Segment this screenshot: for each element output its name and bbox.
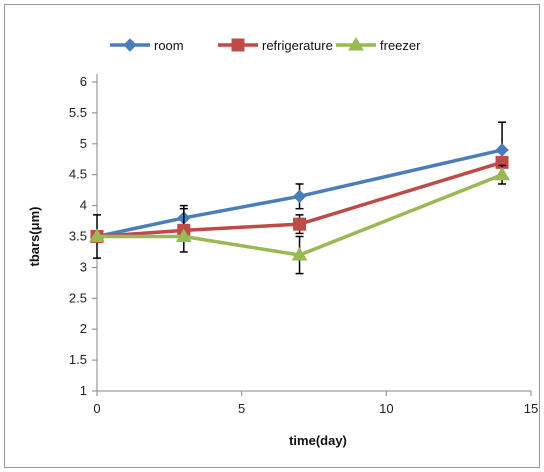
series-line-room <box>96 148 503 239</box>
y-tick-label: 1.5 <box>69 352 87 367</box>
chart-frame: room refrigerature freezer 1 1.5 2 2.5 3 3.5 4 4.… <box>4 4 540 468</box>
data-point-freezer <box>291 247 308 261</box>
y-tick-label: 5 <box>80 136 87 151</box>
y-tick-label: 4.5 <box>69 167 87 182</box>
legend-label-freezer: freezer <box>380 38 421 53</box>
x-axis: 0 5 10 15 <box>93 390 538 416</box>
x-tick-label: 10 <box>379 401 393 416</box>
y-tick-label: 3.5 <box>69 229 87 244</box>
legend-marker-room <box>123 38 137 52</box>
x-axis-title: time(day) <box>289 433 347 448</box>
y-tick-label: 1 <box>80 383 87 398</box>
legend-label-refrigerature: refrigerature <box>262 38 333 53</box>
y-tick-label: 3 <box>80 259 87 274</box>
series-line-refrigerature <box>96 160 503 239</box>
x-tick-label: 15 <box>524 401 538 416</box>
legend: room refrigerature freezer <box>110 37 421 53</box>
legend-label-room: room <box>154 38 184 53</box>
y-tick-label: 4 <box>80 198 87 213</box>
series-freezer <box>89 164 510 275</box>
x-tick-label: 5 <box>238 401 245 416</box>
y-axis-title: tbars(μm) <box>27 207 42 267</box>
data-point-room <box>495 143 509 157</box>
legend-marker-refrigerature <box>231 38 245 52</box>
y-tick-label: 2.5 <box>69 290 87 305</box>
line-chart: room refrigerature freezer 1 1.5 2 2.5 3 3.5 4 4.… <box>27 37 538 448</box>
data-point-freezer <box>494 166 510 181</box>
y-tick-label: 2 <box>80 321 87 336</box>
y-tick-label: 6 <box>80 74 87 89</box>
y-axis: 1 1.5 2 2.5 3 3.5 4 4.5 5 5.5 6 <box>69 74 98 398</box>
series-line-freezer <box>97 173 503 257</box>
series-layer <box>89 121 510 275</box>
x-tick-label: 0 <box>93 401 100 416</box>
y-tick-label: 5.5 <box>69 105 87 120</box>
legend-marker-freezer <box>348 37 364 51</box>
data-point-freezer <box>89 228 105 242</box>
data-point-freezer <box>175 228 192 242</box>
data-point-room <box>292 189 307 204</box>
data-point-refrigerature <box>293 217 307 231</box>
